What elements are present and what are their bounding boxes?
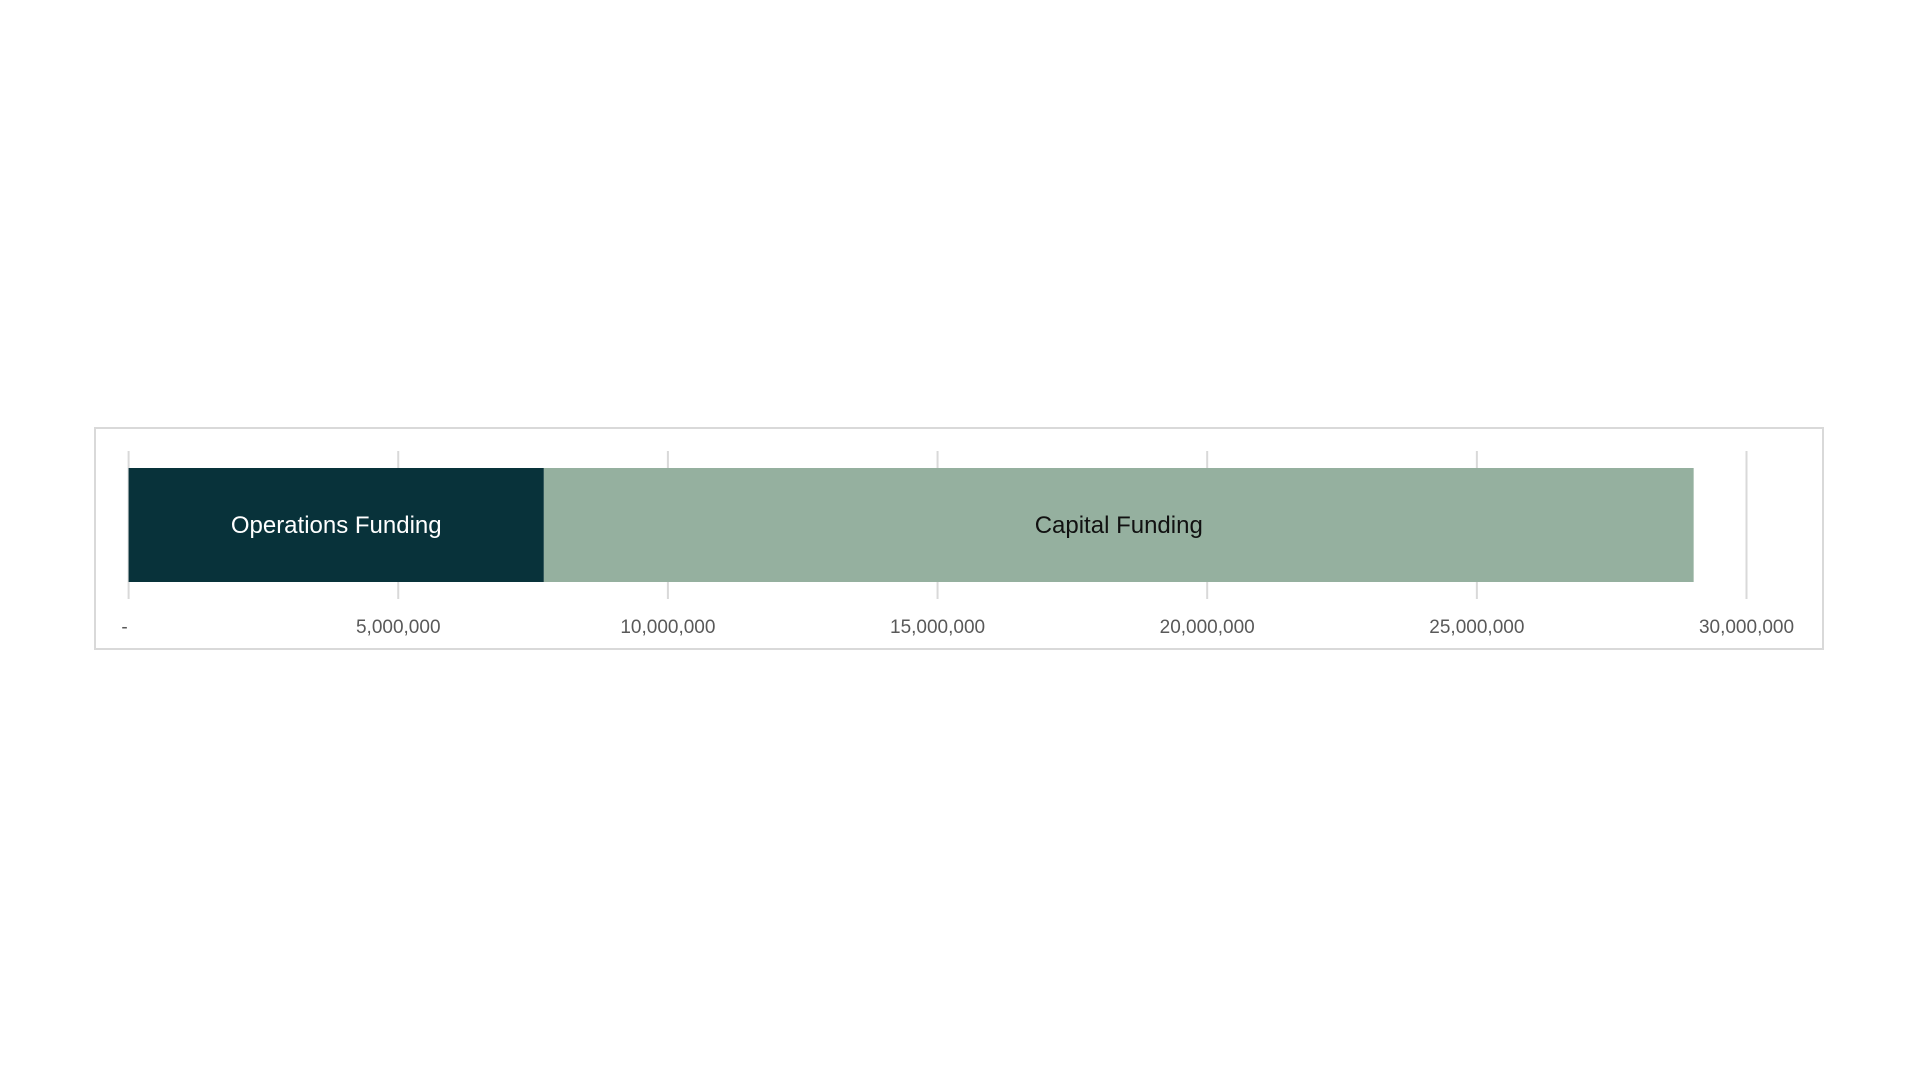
data-label: Capital Funding	[1035, 512, 1203, 539]
x-tick-label: 15,000,000	[890, 617, 985, 638]
x-tick-label: 5,000,000	[356, 617, 441, 638]
bar-segment-operations-funding	[128, 468, 544, 582]
x-tick-label: 10,000,000	[620, 617, 715, 638]
data-label: Operations Funding	[231, 512, 442, 539]
chart-frame	[94, 427, 1824, 650]
x-tick-label: 20,000,000	[1160, 617, 1255, 638]
x-tick-label: 25,000,000	[1429, 617, 1524, 638]
x-tick-label: 30,000,000	[1699, 617, 1794, 638]
bar-segment-capital-funding	[543, 468, 1694, 582]
x-tick-label: -	[121, 617, 127, 638]
